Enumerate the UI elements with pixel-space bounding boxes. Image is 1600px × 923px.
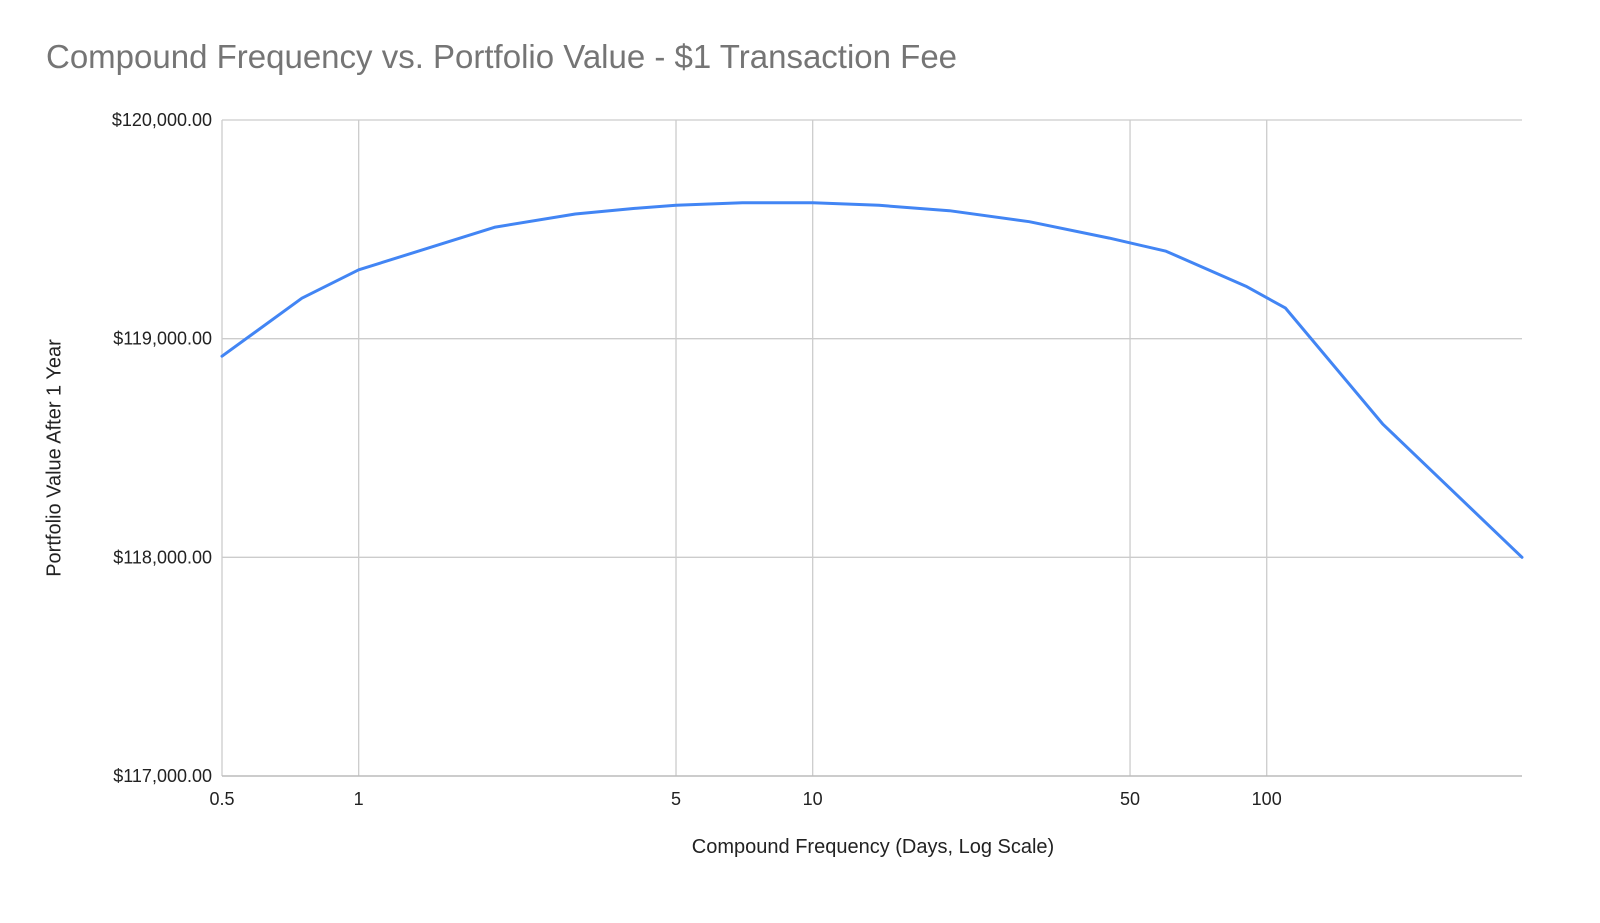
x-axis-label: Compound Frequency (Days, Log Scale) [691, 836, 1055, 858]
y-tick-label: $117,000.00 [113, 766, 212, 786]
series-line [220, 201, 1524, 559]
y-tick-label: $119,000.00 [113, 329, 212, 349]
x-tick-label: 1 [354, 789, 364, 809]
grid-lines [222, 119, 1522, 776]
y-tick-label: $118,000.00 [113, 547, 212, 567]
y-axis-label: Portfolio Value After 1 Year [43, 339, 66, 577]
x-tick-label: 50 [1120, 789, 1140, 809]
x-tick-label: 10 [803, 789, 823, 809]
chart-title: Compound Frequency vs. Portfolio Value -… [46, 38, 958, 75]
x-tick-label: 100 [1252, 789, 1282, 809]
x-tick-label: 5 [671, 789, 681, 809]
y-tick-label: $120,000.00 [112, 110, 212, 130]
tick-labels: $117,000.00 $118,000.00 $119,000.00 $120,00… [112, 110, 1282, 809]
series-layer [220, 201, 1524, 559]
x-tick-label: 0.5 [209, 789, 234, 809]
axes [221, 120, 1522, 777]
